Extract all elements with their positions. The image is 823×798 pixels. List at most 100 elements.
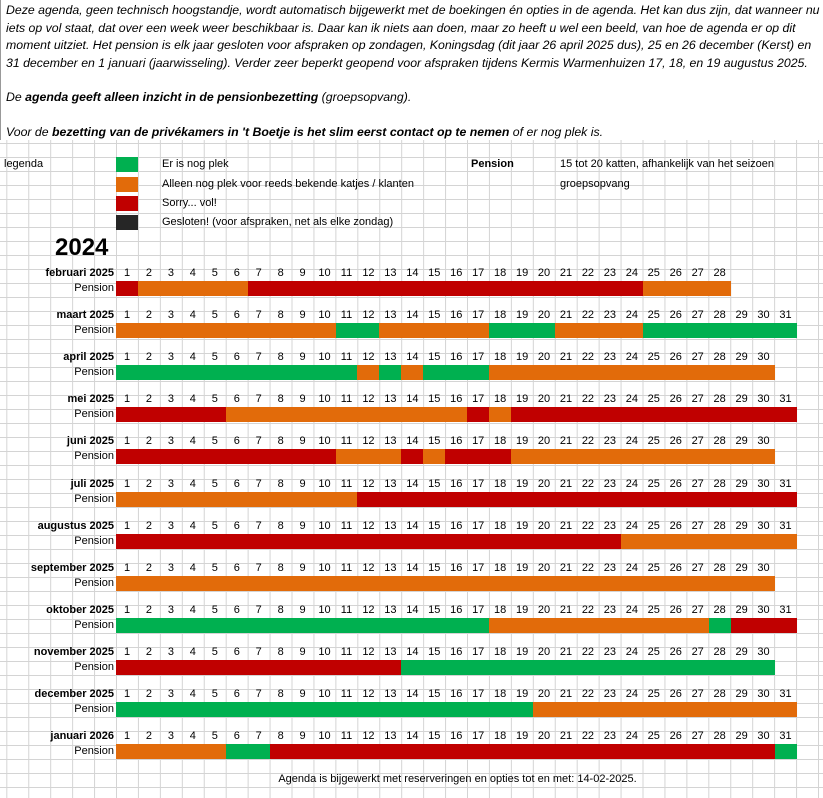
day-status-cell (708, 659, 731, 675)
day-status-cell (247, 617, 270, 633)
day-number: 26 (669, 730, 682, 743)
day-status-cell (269, 281, 292, 296)
day-number: 18 (494, 309, 507, 322)
day-status-cell (181, 323, 205, 339)
day-number: 6 (233, 730, 240, 743)
day-number: 8 (277, 603, 284, 616)
day-number: 22 (581, 645, 595, 658)
day-number: 4 (189, 730, 196, 743)
day-number: 3 (167, 477, 174, 490)
day-number: 7 (255, 645, 262, 658)
day-number: 2 (145, 561, 152, 574)
day-status-cell (598, 407, 622, 423)
day-status-cell (225, 702, 248, 717)
day-status-cell (181, 744, 205, 760)
day-status-cell (313, 365, 336, 381)
spreadsheet-grid[interactable] (0, 140, 823, 798)
day-number: 23 (603, 688, 617, 700)
day-number: 13 (384, 309, 397, 322)
day-number: 14 (406, 309, 419, 322)
day-number: 23 (603, 645, 617, 658)
day-number: 12 (362, 561, 375, 574)
day-number: 4 (189, 309, 196, 322)
day-number: 31 (779, 519, 792, 532)
day-status-cell (664, 407, 687, 423)
day-number: 15 (428, 730, 441, 743)
day-number: 1 (123, 351, 131, 364)
day-number: 1 (123, 603, 131, 616)
day-status-cell (291, 575, 314, 591)
day-number: 16 (450, 309, 463, 322)
day-number: 25 (647, 477, 660, 490)
day-status-cell (203, 533, 226, 549)
day-number: 26 (669, 688, 682, 700)
day-status-cell (269, 449, 292, 465)
day-number: 29 (735, 645, 748, 658)
day-status-cell (423, 533, 446, 549)
day-status-cell (489, 533, 512, 549)
pension-row-label: Pension (74, 492, 114, 505)
day-number: 3 (167, 730, 174, 743)
day-number: 11 (340, 267, 353, 279)
day-status-cell (137, 323, 161, 339)
day-number: 11 (340, 309, 353, 322)
day-status-cell (159, 281, 183, 296)
day-status-cell (664, 702, 687, 717)
day-number: 30 (757, 309, 770, 322)
day-status-cell (774, 323, 797, 339)
day-status-cell (225, 533, 248, 549)
day-status-cell (686, 744, 709, 760)
day-number: 11 (340, 645, 353, 658)
day-number: 24 (625, 477, 638, 490)
day-status-cell (555, 659, 578, 675)
day-number: 17 (472, 561, 485, 574)
day-status-cell (708, 407, 731, 423)
day-status-cell (467, 617, 490, 633)
month-label: april 2025 (63, 351, 114, 364)
day-status-cell (511, 744, 534, 760)
day-status-cell (269, 702, 292, 717)
day-number: 21 (559, 561, 573, 574)
day-number: 15 (428, 603, 441, 616)
day-status-cell (291, 744, 314, 760)
day-status-cell (533, 323, 556, 339)
day-status-cell (247, 533, 270, 549)
day-status-cell (642, 281, 665, 296)
text: De (6, 90, 26, 105)
day-status-cell (357, 533, 380, 549)
day-status-cell (159, 449, 183, 465)
day-number: 2 (145, 267, 152, 279)
day-status-cell (511, 617, 534, 633)
day-status-cell (467, 491, 490, 507)
day-number: 8 (277, 730, 284, 743)
day-status-cell (225, 323, 248, 339)
day-status-cell (357, 575, 380, 591)
day-status-cell (774, 533, 797, 549)
day-number: 20 (537, 477, 551, 490)
day-number: 31 (779, 309, 792, 322)
day-number: 17 (472, 267, 485, 279)
day-number: 26 (669, 393, 682, 406)
day-number: 2 (145, 351, 152, 364)
day-status-cell (159, 617, 183, 633)
day-number: 7 (255, 309, 262, 322)
day-status-cell (686, 365, 709, 381)
day-status-cell (598, 491, 622, 507)
day-number: 21 (559, 645, 573, 658)
day-status-cell (335, 281, 358, 296)
day-number: 30 (757, 603, 770, 616)
day-status-cell (664, 533, 687, 549)
day-status-cell (247, 281, 270, 296)
day-number: 3 (167, 351, 174, 364)
day-number: 17 (472, 603, 485, 616)
day-number: 25 (647, 393, 660, 406)
day-number: 23 (603, 393, 617, 406)
day-status-cell (269, 407, 292, 423)
day-number: 29 (735, 309, 748, 322)
day-status-cell (576, 744, 600, 760)
day-number: 1 (123, 477, 131, 490)
day-status-cell (291, 449, 314, 465)
day-number: 14 (406, 393, 419, 406)
day-status-cell (423, 449, 446, 465)
day-status-cell (752, 491, 775, 507)
